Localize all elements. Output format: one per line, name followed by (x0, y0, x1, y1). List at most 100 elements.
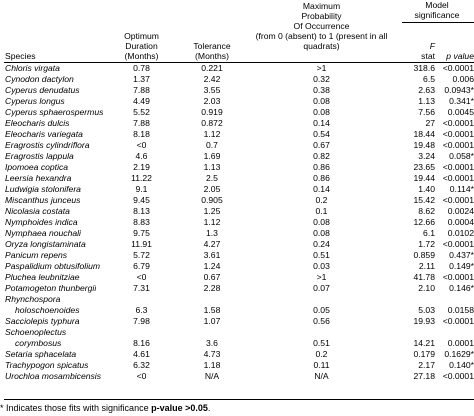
species-name: Nymphaea nouchali (5, 228, 81, 238)
max-probability: 0.51 (313, 250, 330, 260)
species-name: Ipomoea coptica (5, 162, 69, 172)
p-value: 0.437* (449, 250, 474, 260)
tolerance: 0.905 (201, 195, 223, 205)
species-name: Pluchea leubnitziae (5, 272, 80, 282)
f-stat: 23.65 (413, 162, 435, 172)
header-p-value: p value (446, 51, 474, 61)
optimum-duration: 8.83 (133, 217, 150, 227)
species-name: Cynodon dactylon (5, 74, 74, 84)
tolerance: 1.58 (203, 305, 221, 315)
max-probability: 0.07 (313, 283, 330, 293)
max-probability: 0.67 (313, 140, 330, 150)
tolerance: 2.5 (206, 173, 218, 183)
tolerance: 1.12 (203, 129, 221, 139)
max-probability: >1 (316, 272, 327, 282)
tolerance: 1.13 (203, 162, 221, 172)
species-name: Paspalidium obtusifolium (5, 261, 101, 271)
max-probability: 0.03 (313, 261, 330, 271)
p-value: <0.0001 (442, 272, 474, 282)
p-value: 0.0004 (447, 217, 474, 227)
f-stat: 7.56 (418, 107, 435, 117)
max-probability: 0.2 (315, 195, 328, 205)
f-stat: 1.13 (418, 96, 435, 106)
table-row: Eleocharis variegata 8.18 1.12 0.54 18.44 <0.… (4, 129, 474, 140)
tolerance: 3.55 (203, 85, 221, 95)
tolerance: 2.05 (203, 184, 221, 194)
f-stat: 1.72 (418, 239, 435, 249)
footnote: * Indicates those fits with significance… (0, 403, 210, 414)
table-row: Ludwigia stolonifera 9.1 2.05 0.14 1.40 0.114… (4, 184, 474, 195)
header-species: Species (5, 51, 36, 61)
f-stat: 0.859 (413, 250, 435, 260)
header-f-label: F (429, 41, 435, 51)
f-stat: 14.21 (413, 338, 435, 348)
header-model-line: Model (425, 0, 449, 10)
species-name: Chloris virgata (5, 63, 60, 73)
header-probability-line: Of Occurrence (293, 21, 350, 31)
max-probability: 0.11 (313, 360, 330, 370)
p-value: 0.0102 (447, 228, 474, 238)
species-name: Urochloa mosambicensis (5, 371, 101, 381)
optimum-duration: 8.18 (133, 129, 150, 139)
species-name: Potamogeton thunbergii (5, 283, 97, 293)
table-row: Pluchea leubnitziae <0 0.67 >1 41.78 <0.0001 (4, 272, 474, 283)
species-name: Setaria sphacelata (5, 349, 77, 359)
table-row: Nymphaea nouchali 9.75 1.3 0.08 6.1 0.0102 (4, 228, 474, 239)
tolerance: 3.61 (203, 250, 221, 260)
header-tolerance-line: (Months) (195, 51, 229, 61)
table-row: Eleocharis dulcis 7.88 0.872 0.14 27 <0.0001 (4, 118, 474, 129)
max-probability: 0.05 (313, 305, 330, 315)
table-row: Oryza longistaminata 11.91 4.27 0.24 1.72 <0.… (4, 239, 474, 250)
max-probability: 0.86 (313, 162, 330, 172)
header-tolerance-line: Tolerance (193, 41, 231, 51)
max-probability: 0.54 (313, 129, 330, 139)
optimum-duration: 0.78 (133, 63, 150, 73)
header-probability: Maximum Probability Of Occurrence (from … (244, 1, 399, 51)
table-row: Leersia hexandra 11.22 2.5 0.86 19.44 <0.0001 (4, 173, 474, 184)
f-stat: 0.179 (413, 349, 435, 359)
optimum-duration: 7.31 (133, 283, 150, 293)
f-stat: 2.10 (418, 283, 435, 293)
p-value: 0.0158 (447, 305, 474, 315)
p-value: 0.006 (452, 74, 474, 84)
f-stat: 2.17 (418, 360, 435, 370)
model-underline (402, 22, 474, 23)
p-value: <0.0001 (442, 162, 474, 172)
table-row: Sacciolepis typhura 7.98 1.07 0.56 19.93 <0.0… (4, 316, 474, 327)
tolerance: 0.7 (206, 140, 218, 150)
max-probability: 0.32 (313, 74, 330, 84)
tolerance: 3.6 (206, 338, 218, 348)
p-value: 0.149* (449, 261, 474, 271)
species-name: Nicolasia costata (5, 206, 70, 216)
tolerance: 2.42 (203, 74, 221, 84)
max-probability: >1 (316, 63, 327, 73)
species-name: Panicum repens (5, 250, 68, 260)
max-probability: 0.08 (313, 228, 330, 238)
max-probability: 0.08 (313, 107, 330, 117)
table-row: Cynodon dactylon 1.37 2.42 0.32 6.5 0.006 (4, 74, 474, 85)
f-stat: 18.44 (413, 129, 435, 139)
tolerance: 1.12 (203, 217, 221, 227)
table-row: Eragrostis cylindriflora <0 0.7 0.67 19.48 <0… (4, 140, 474, 151)
header-f-stat: F stat (400, 41, 435, 61)
tolerance: 4.27 (203, 239, 221, 249)
species-name: Eleocharis dulcis (5, 118, 70, 128)
footnote-end: . (207, 403, 211, 413)
f-stat: 8.62 (418, 206, 435, 216)
bottom-rule (4, 399, 474, 400)
f-stat: 15.42 (413, 195, 435, 205)
max-probability: 0.82 (313, 151, 330, 161)
species-name: Rhynchospora holoschoenoides (5, 294, 80, 316)
optimum-duration: <0 (136, 371, 147, 381)
species-name-part: Schoenoplectus (5, 327, 67, 337)
f-stat: 19.48 (413, 140, 435, 150)
optimum-duration: 7.88 (133, 118, 150, 128)
header-stat-label: stat (421, 51, 435, 61)
header-duration: Optimum Duration (Months) (104, 31, 179, 61)
p-value: <0.0001 (442, 195, 474, 205)
f-stat: 19.93 (413, 316, 435, 326)
footnote-bold: p-value >0.05 (151, 403, 208, 413)
tolerance: 0.919 (201, 107, 223, 117)
f-stat: 318.6 (413, 63, 435, 73)
p-value: <0.0001 (442, 129, 474, 139)
